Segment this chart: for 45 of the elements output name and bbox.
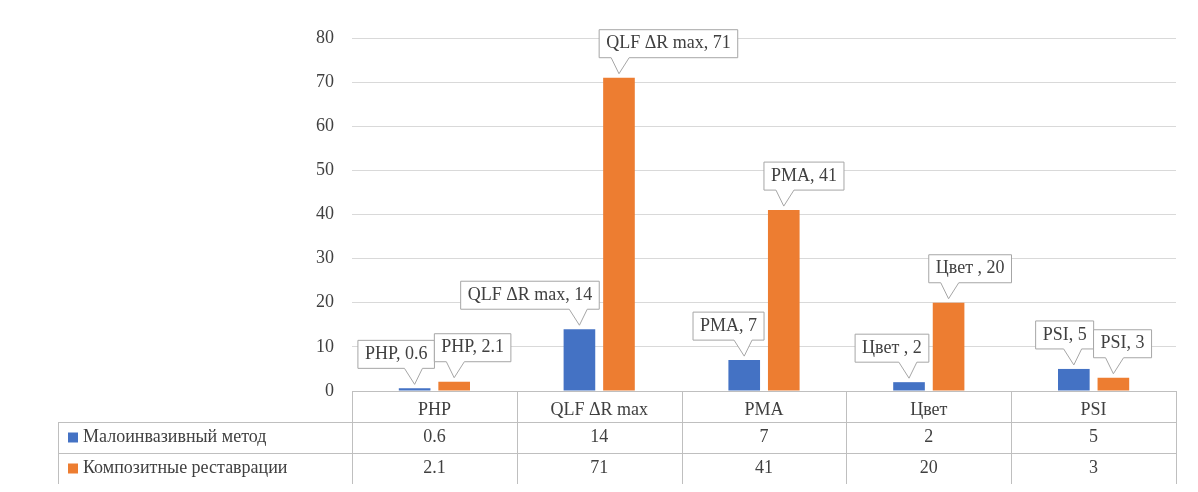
annotation: Цвет , 20 bbox=[935, 257, 1005, 278]
data-label: 14 bbox=[590, 426, 609, 447]
y-tick-label: 30 bbox=[316, 247, 334, 268]
annotation: Цвет , 2 bbox=[862, 336, 922, 357]
legend-label: Композитные реставрации bbox=[83, 457, 288, 478]
y-tick-label: 40 bbox=[316, 203, 334, 224]
data-label: 7 bbox=[759, 426, 769, 447]
x-tick-label: Цвет bbox=[910, 398, 948, 419]
data-label: 0.6 bbox=[423, 426, 446, 447]
annotation: PSI, 5 bbox=[1042, 323, 1087, 344]
bar bbox=[398, 388, 431, 391]
annotation: QLF ΔR max, 14 bbox=[467, 283, 593, 304]
data-label: 2.1 bbox=[423, 457, 446, 478]
y-tick-label: 70 bbox=[316, 70, 334, 91]
annotation: PHP, 2.1 bbox=[441, 336, 504, 357]
y-tick-label: 60 bbox=[316, 114, 334, 135]
bar bbox=[603, 77, 635, 391]
y-tick-label: 20 bbox=[316, 291, 334, 312]
y-tick-label: 50 bbox=[316, 159, 334, 180]
bar bbox=[563, 329, 596, 391]
y-tick-label: 80 bbox=[316, 26, 334, 47]
data-label: 41 bbox=[755, 457, 773, 478]
annotation: PSI, 3 bbox=[1100, 332, 1145, 353]
data-label: 20 bbox=[919, 457, 938, 478]
data-label: 71 bbox=[590, 457, 609, 478]
x-tick-label: QLF ΔR max bbox=[550, 398, 648, 419]
bar bbox=[767, 210, 800, 391]
data-label: 3 bbox=[1089, 457, 1099, 478]
data-label: 2 bbox=[924, 426, 934, 447]
annotation: QLF ΔR max, 71 bbox=[606, 32, 731, 53]
x-tick-label: PSI bbox=[1080, 398, 1107, 419]
bar bbox=[1058, 368, 1090, 391]
y-tick-label: 0 bbox=[325, 379, 334, 400]
bar bbox=[1097, 377, 1130, 391]
annotation: PMA, 41 bbox=[770, 164, 837, 185]
annotation: PMA, 7 bbox=[700, 314, 758, 335]
x-tick-label: PHP bbox=[417, 398, 451, 419]
bar bbox=[438, 381, 470, 391]
legend-label: Малоинвазивный метод bbox=[83, 426, 267, 447]
annotation: PHP, 0.6 bbox=[364, 343, 428, 364]
bar bbox=[728, 360, 761, 391]
x-tick-label: PMA bbox=[744, 398, 784, 419]
bar bbox=[893, 382, 925, 391]
y-tick-label: 10 bbox=[316, 335, 334, 356]
data-label: 5 bbox=[1089, 426, 1099, 447]
